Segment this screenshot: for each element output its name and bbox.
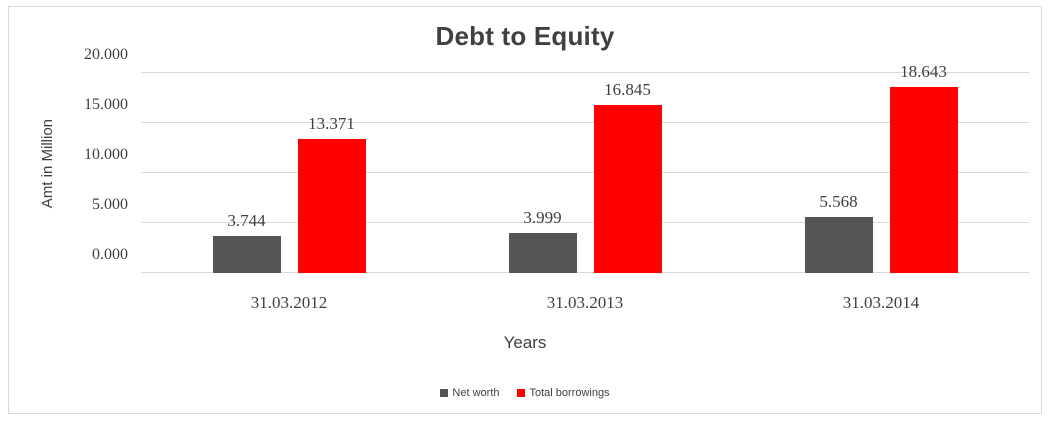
bar-total-borrowings-31.03.2014[interactable]	[889, 86, 958, 273]
gridline	[141, 222, 1029, 223]
bar-value-label: 3.999	[523, 208, 562, 227]
bar-total-borrowings-31.03.2013[interactable]	[593, 104, 662, 273]
plot-area: 0.000 5.000 10.000 15.000 20.000 3.744 13.371 3…	[84, 46, 1029, 312]
y-axis-tick-label: 0.000	[92, 246, 128, 263]
chart-title: Debt to Equity	[435, 21, 615, 51]
legend-swatch-icon	[517, 389, 526, 397]
bar-total-borrowings-31.03.2012[interactable]	[297, 139, 366, 273]
gridline	[141, 72, 1029, 73]
x-axis-tick-label: 31.03.2014	[842, 293, 920, 312]
gridline	[141, 272, 1029, 273]
y-axis-tick-label: 20.000	[84, 46, 128, 63]
chart-legend: Net worth Total borrowings	[9, 387, 1041, 399]
gridline	[141, 172, 1029, 173]
legend-label: Net worth	[452, 387, 500, 399]
chart-container: Debt to Equity Amt in Million 0.000 5.000…	[8, 6, 1042, 414]
legend-label: Total borrowings	[529, 387, 610, 399]
bar-net-worth-31.03.2013[interactable]	[508, 233, 577, 273]
y-axis-title: Amt in Million	[39, 119, 56, 209]
bar-value-label: 18.643	[900, 61, 947, 81]
bar-value-label: 5.568	[819, 192, 858, 212]
y-axis-tick-label: 10.000	[84, 146, 128, 163]
bar-net-worth-31.03.2014[interactable]	[804, 217, 873, 273]
x-axis-tick-label: 31.03.2013	[546, 293, 624, 312]
gridline	[141, 122, 1029, 123]
y-axis-tick-label: 15.000	[84, 96, 128, 113]
legend-swatch-icon	[440, 389, 449, 397]
x-axis-tick-label: 31.03.2012	[250, 293, 328, 312]
legend-item-total-borrowings[interactable]: Total borrowings	[517, 387, 610, 399]
bar-value-label: 3.744	[227, 210, 266, 230]
legend-item-net-worth[interactable]: Net worth	[440, 387, 499, 399]
bar-value-label: 16.845	[604, 79, 651, 99]
x-axis-title: Years	[503, 333, 547, 352]
bar-value-label: 13.371	[308, 114, 355, 134]
bar-net-worth-31.03.2012[interactable]	[212, 235, 281, 273]
y-axis-tick-label: 5.000	[92, 196, 128, 213]
